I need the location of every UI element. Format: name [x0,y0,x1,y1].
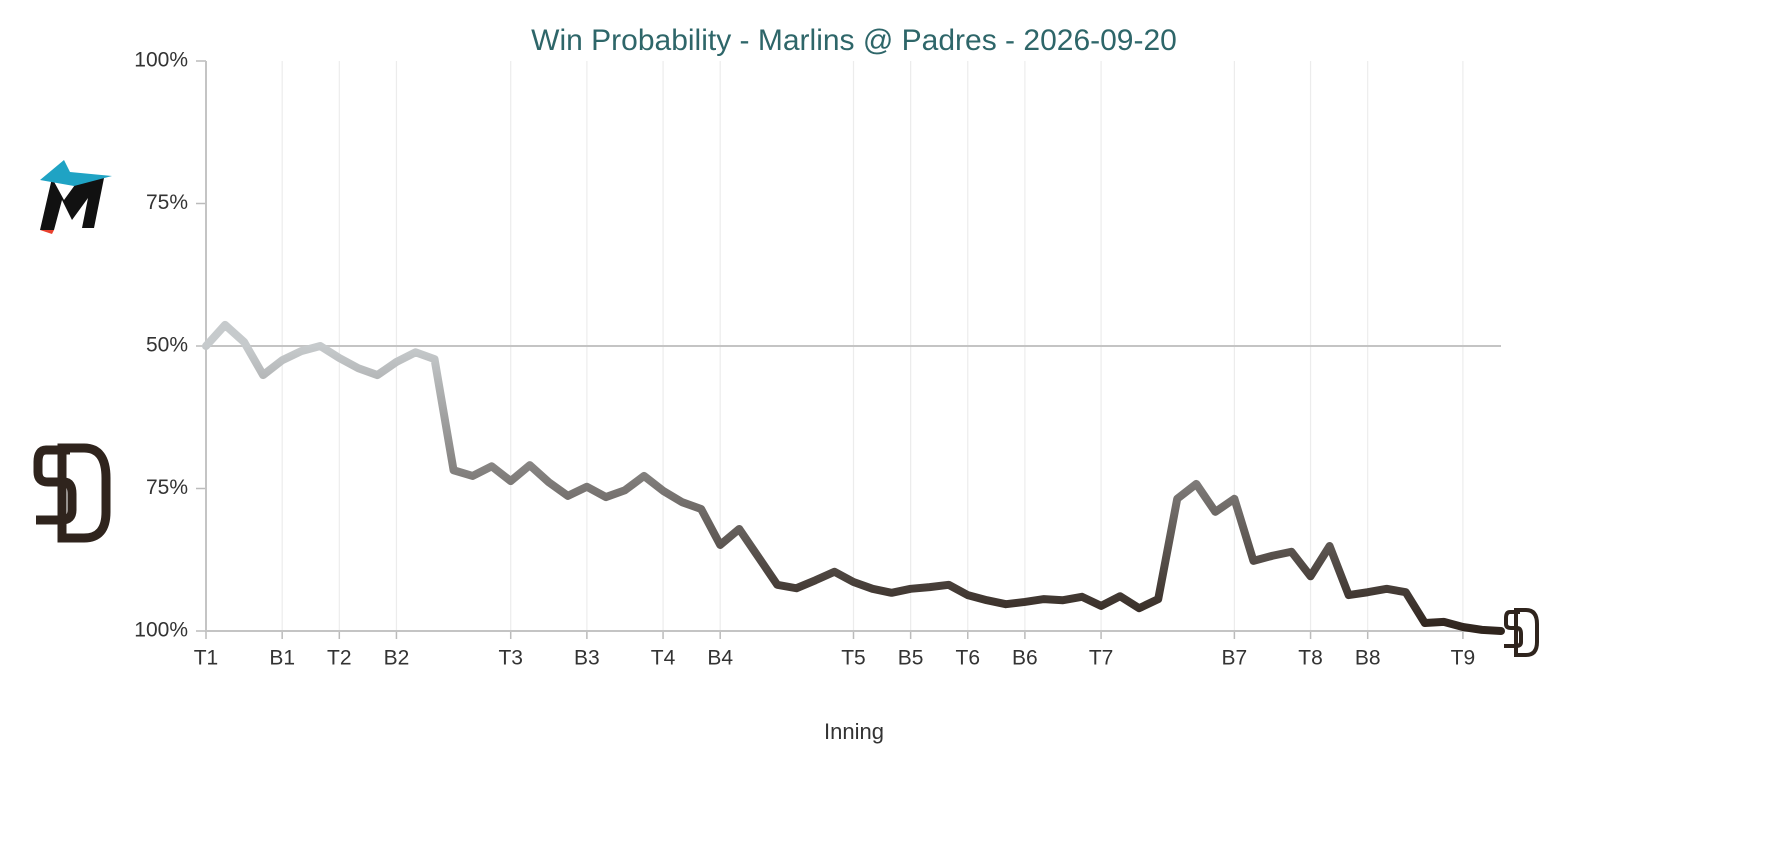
x-tick-label: T6 [956,647,981,670]
x-tick-label: B4 [707,647,733,670]
y-tick-label: 100% [134,619,188,642]
x-tick-label: T9 [1451,647,1476,670]
x-tick-label: T5 [841,647,866,670]
padres-logo [33,443,111,543]
x-tick-label: T7 [1089,647,1114,670]
y-tick-label: 50% [146,334,188,357]
y-tick-label: 75% [146,476,188,499]
x-tick-label: B7 [1222,647,1248,670]
y-tick-label: 75% [146,191,188,214]
x-tick-label: B3 [574,647,600,670]
x-tick-label: B5 [898,647,924,670]
x-tick-label: T3 [498,647,523,670]
x-tick-label: T2 [327,647,352,670]
padres-logo-small [1504,608,1539,657]
x-tick-label: B6 [1012,647,1038,670]
x-tick-label: B1 [269,647,295,670]
x-tick-label: B2 [384,647,410,670]
x-tick-label: T8 [1298,647,1323,670]
x-tick-label: B8 [1355,647,1381,670]
x-tick-label: T1 [194,647,219,670]
x-axis-label: Inning [824,719,884,744]
y-tick-label: 100% [134,49,188,72]
x-tick-label: T4 [651,647,676,670]
marlins-logo [40,160,112,234]
win-probability-line [202,320,1505,635]
chart-title: Win Probability - Marlins @ Padres - 202… [531,24,1177,57]
